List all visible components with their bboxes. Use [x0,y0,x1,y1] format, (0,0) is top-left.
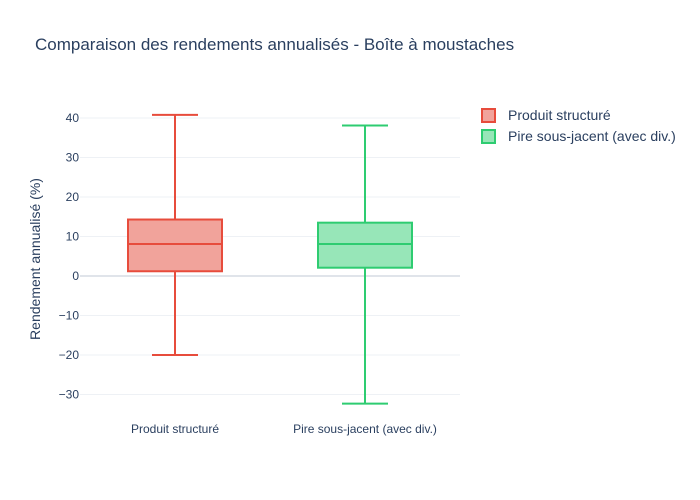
box-2[interactable] [317,124,413,405]
x-tick-label: Produit structuré [131,422,219,436]
y-tick-label: 10 [66,230,80,244]
y-axis-ticks: 40 30 20 10 0 −10 −20 −30 [59,111,80,402]
y-tick-label: 0 [72,269,79,283]
x-axis-ticks: Produit structuré Pire sous-jacent (avec … [131,422,437,436]
y-tick-label: 40 [66,111,80,125]
legend-item-2[interactable]: Pire sous-jacent (avec div.) [481,128,676,144]
y-tick-label: −10 [59,309,80,323]
y-tick-label: 30 [66,151,80,165]
chart-title: Comparaison des rendements annualisés - … [35,35,514,54]
boxes [127,113,413,405]
x-tick-label: Pire sous-jacent (avec div.) [293,422,437,436]
y-tick-label: −20 [59,348,80,362]
legend-swatch [481,108,496,123]
legend-label: Produit structuré [508,107,611,123]
y-tick-label: 20 [66,190,80,204]
iqr-box [317,221,413,269]
legend-label: Pire sous-jacent (avec div.) [508,128,676,144]
box-1[interactable] [127,113,223,356]
y-axis-label: Rendement annualisé (%) [27,178,43,340]
y-tick-label: −30 [59,388,80,402]
legend-swatch [481,129,496,144]
legend[interactable]: Produit structuré Pire sous-jacent (avec … [481,107,676,144]
legend-item-1[interactable]: Produit structuré [481,107,611,123]
iqr-box [127,218,223,273]
